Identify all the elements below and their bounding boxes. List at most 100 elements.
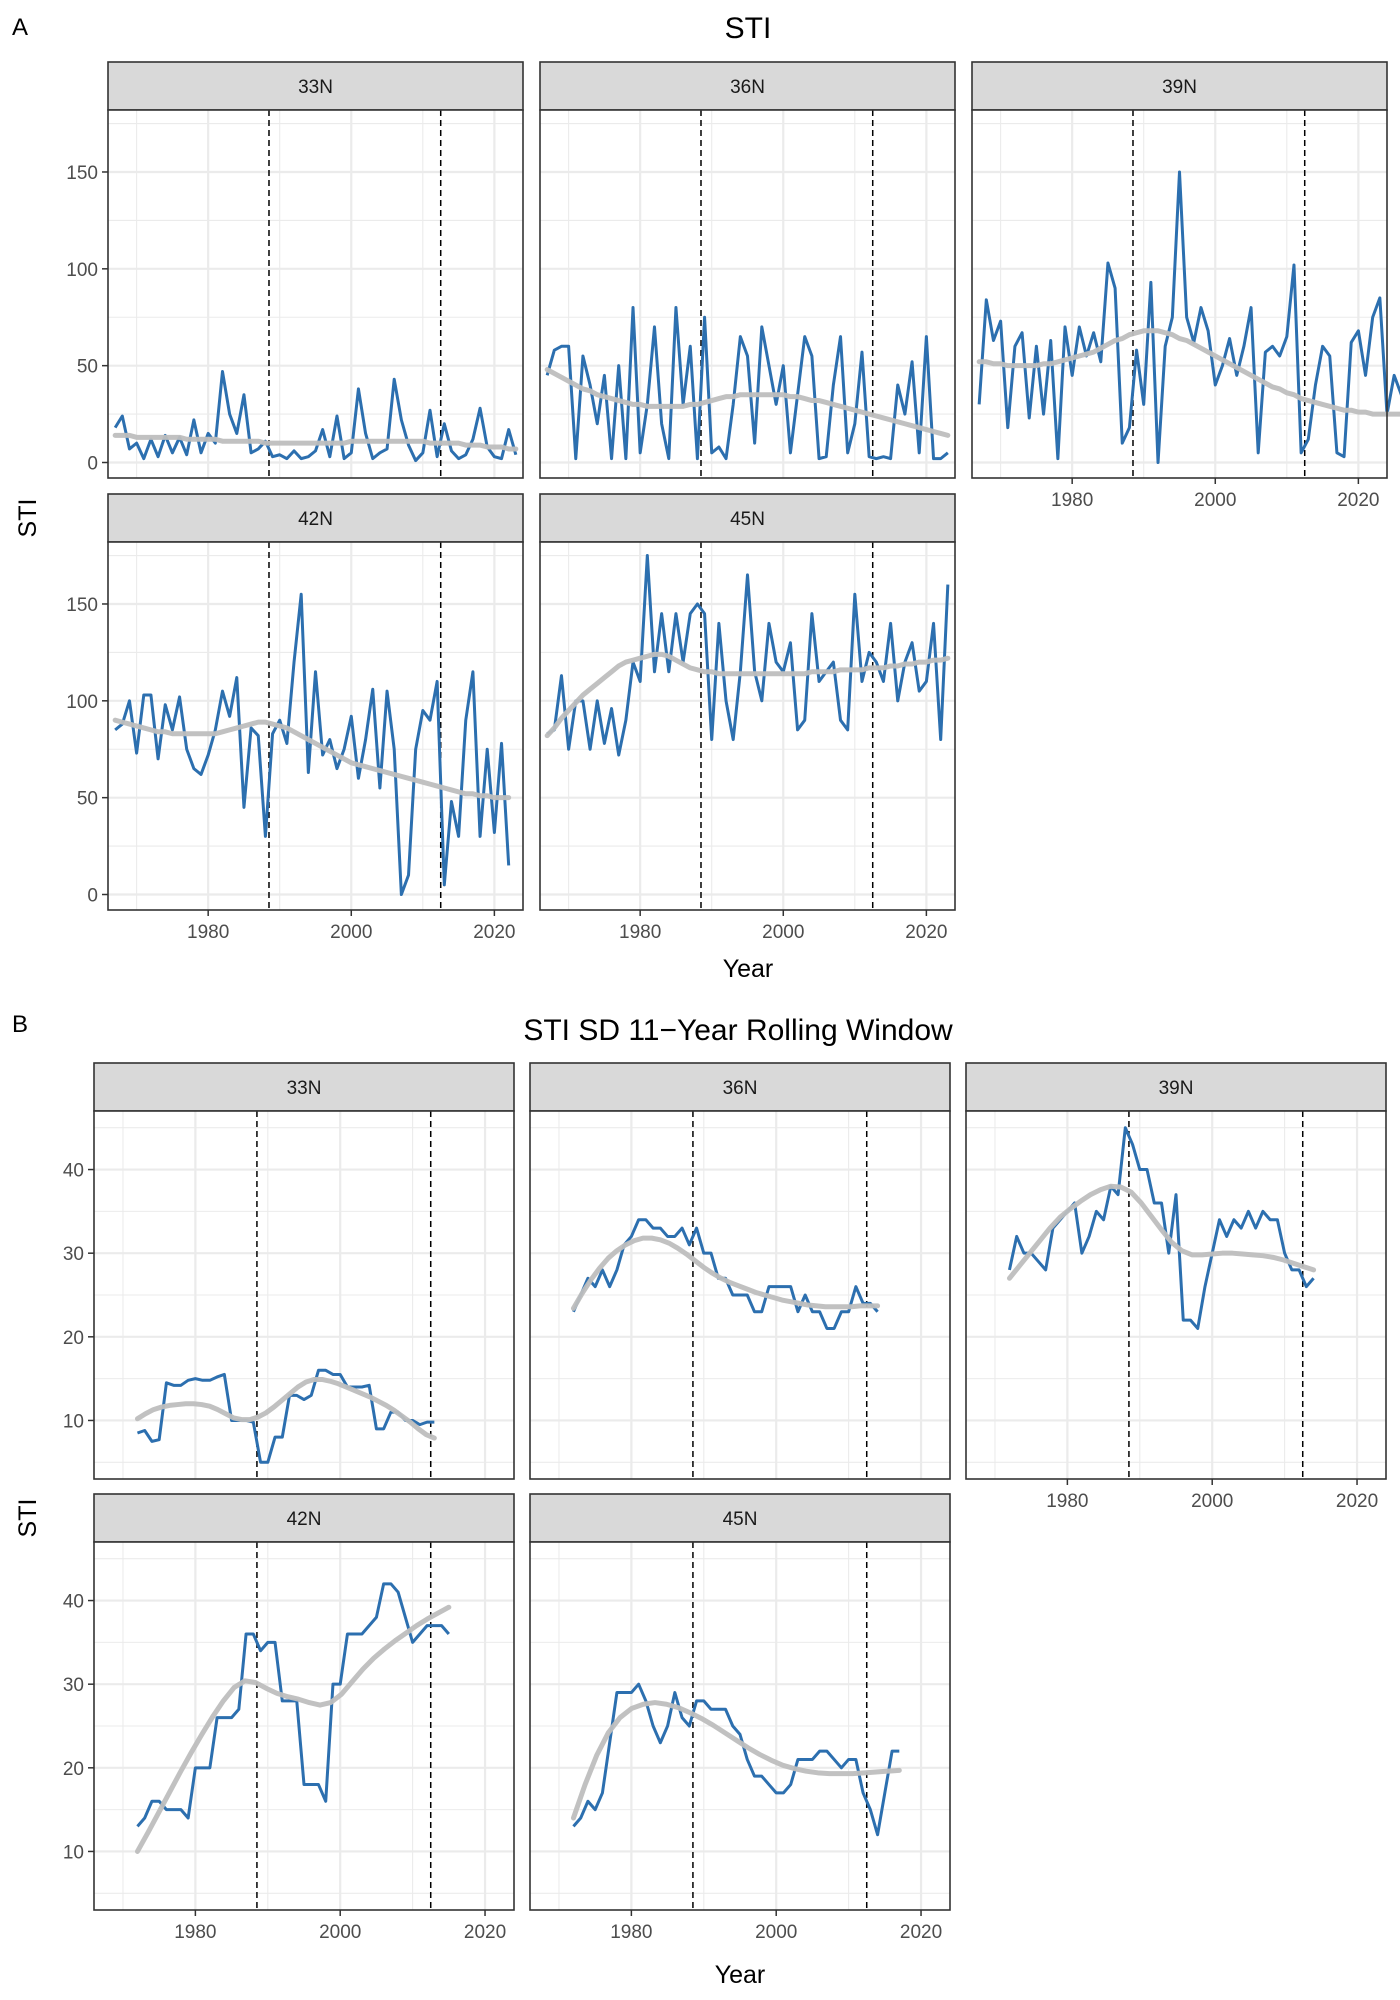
facet-strip-label: 36N [730,77,765,98]
grid [108,110,523,478]
x-tick-label: 2000 [319,1922,361,1943]
grid [540,110,955,478]
panel-a-title: STI [725,12,772,45]
x-tick-label: 1980 [1046,1491,1088,1512]
panel-a-label: A [12,14,28,41]
x-tick-label: 2020 [1337,490,1379,511]
series-line-42N [114,592,511,897]
grid [530,1542,950,1910]
smooth-line-39N [1006,1183,1317,1281]
facet-33N: 33N 10 20 30 40 [63,1062,515,1480]
x-tick-label: 2020 [905,922,947,943]
facet-strip [93,1493,515,1543]
x-tick-label: 1980 [174,1922,216,1943]
panel-b-label: B [12,1011,28,1038]
smooth-line-45N [544,651,951,739]
facet-33N: 33N 0 50 100 150 [66,61,524,479]
panel-b-title: STI SD 11−Year Rolling Window [523,1014,953,1047]
series-line-45N [546,554,950,757]
facet-42N: 42N 0 50 100 150 1980 2000 2020 [66,493,524,943]
facet-strip-label: 33N [298,77,333,98]
facet-strip [971,61,1388,111]
smooth-line-39N [976,328,1400,417]
series-line-45N [572,1682,900,1837]
facet-strip-label: 39N [1162,77,1197,98]
plot-border [107,109,524,479]
smooth-line-45N [570,1700,902,1821]
smooth-line-33N [112,432,519,452]
y-tick-label: 150 [66,163,98,184]
y-tick-label: 100 [66,260,98,281]
x-tick-label: 1980 [610,1922,652,1943]
facet-strip [107,61,524,111]
x-tick-label: 2000 [755,1922,797,1943]
facet-strip [965,1062,1387,1112]
facet-45N: 45N 1980 2000 2020 [529,1493,951,1943]
series-line-33N [136,1368,435,1464]
plot-border [539,541,956,911]
plot-border [539,109,956,479]
x-tick-label: 2000 [762,922,804,943]
panel-a-xlabel: Year [723,955,774,983]
plot-background [972,110,1387,478]
y-tick-label: 10 [63,1411,84,1432]
facet-strip [539,61,956,111]
y-tick-label: 20 [63,1759,84,1780]
y-tick-label: 50 [77,789,98,810]
y-tick-label: 100 [66,692,98,713]
y-tick-label: 30 [63,1675,84,1696]
smooth-line-42N [134,1604,452,1854]
y-tick-label: 0 [87,886,98,907]
smooth-line-42N [112,717,512,801]
plot-border [529,1541,951,1911]
series-line-39N [977,170,1400,465]
x-tick-label: 2000 [1194,490,1236,511]
plot-background [108,110,523,478]
panel-b-ylabel: STI [14,1499,42,1538]
y-tick-label: 150 [66,595,98,616]
facet-45N: 45N 1980 2000 2020 [539,493,956,943]
y-tick-label: 20 [63,1328,84,1349]
x-tick-label: 1980 [1051,490,1093,511]
x-tick-label: 2000 [330,922,372,943]
x-tick-label: 2000 [1191,1491,1233,1512]
smooth-line-36N [544,367,951,438]
y-tick-label: 30 [63,1244,84,1265]
plot-border [107,541,524,911]
y-tick-label: 10 [63,1842,84,1863]
plot-border [529,1110,951,1480]
plot-border [93,1110,515,1480]
plot-border [971,109,1388,479]
x-tick-label: 2020 [1336,1491,1378,1512]
facet-strip-label: 33N [287,1078,322,1099]
grid [972,110,1387,478]
facet-strip-label: 36N [723,1078,758,1099]
series-line-36N [545,306,949,461]
facet-strip-label: 42N [287,1509,322,1530]
series-line-42N [136,1582,450,1828]
y-tick-label: 40 [63,1592,84,1613]
facet-36N: 36N [529,1062,951,1480]
facet-strip-label: 39N [1159,1078,1194,1099]
grid [94,1111,514,1479]
facet-strip-label: 45N [730,509,765,530]
facet-42N: 42N 10 20 30 40 1980 2000 2020 [63,1493,515,1943]
panel-b-xlabel: Year [715,1961,766,1989]
panel-b: 33N 10 20 30 40 36N 39N 1980 2000 2020 42N 10 20 30 40… [63,1062,1387,1943]
y-tick-label: 0 [87,454,98,475]
y-tick-label: 50 [77,357,98,378]
x-tick-label: 1980 [619,922,661,943]
smooth-line-33N [134,1376,437,1441]
facet-strip [529,1062,951,1112]
x-tick-label: 2020 [473,922,515,943]
x-tick-label: 1980 [187,922,229,943]
x-tick-label: 2020 [900,1922,942,1943]
plot-border [965,1110,1387,1480]
facet-strip-label: 42N [298,509,333,530]
facet-36N: 36N [539,61,956,479]
facet-strip-label: 45N [723,1509,758,1530]
facet-39N: 39N 1980 2000 2020 [965,1062,1387,1512]
panel-a: 33N 0 50 100 150 36N 39N 1980 2000 2020 42N 0 50 100 1… [66,61,1400,943]
facet-39N: 39N 1980 2000 2020 [971,61,1400,511]
panel-a-ylabel: STI [14,499,42,538]
